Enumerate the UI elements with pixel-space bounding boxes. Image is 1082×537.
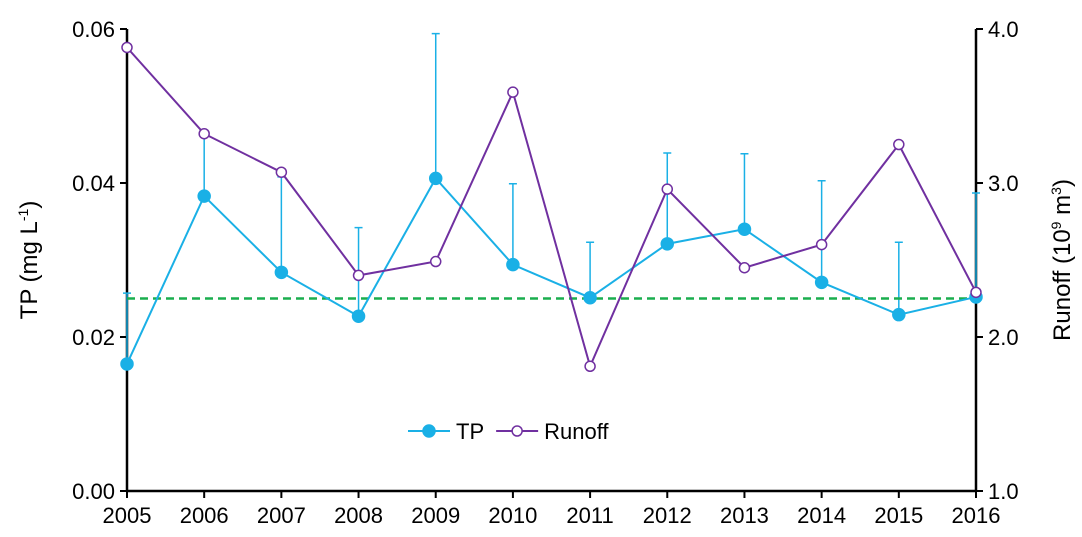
y2-label-text: m — [1049, 195, 1076, 222]
y2-tick-label: 3.0 — [988, 171, 1019, 196]
point — [275, 166, 288, 178]
y-label-text: TP (mg L — [16, 221, 43, 319]
x-tick-label: 2008 — [334, 503, 383, 528]
x-tick-label: 2013 — [720, 503, 769, 528]
point — [428, 171, 443, 186]
point — [352, 269, 365, 282]
point — [584, 360, 596, 373]
error-bar — [277, 176, 286, 273]
point — [661, 183, 674, 195]
y-label-sup: -1 — [15, 208, 31, 221]
legend-marker — [422, 424, 436, 438]
series-line — [126, 46, 977, 370]
error-bar — [894, 241, 903, 315]
y-label-text: ) — [16, 201, 43, 209]
point — [121, 41, 133, 54]
x-tick-label: 2009 — [411, 503, 460, 528]
x-tick-label: 2005 — [103, 503, 152, 528]
y2-label-text: ) — [1049, 179, 1076, 187]
y-axis-label: TP (mg L-1) — [15, 201, 43, 320]
point — [120, 357, 134, 371]
y2-axis-label: Runoff (109 m3) — [1048, 179, 1076, 341]
error-bar — [123, 292, 131, 364]
point — [893, 138, 905, 151]
x-tick-label: 2015 — [874, 503, 923, 528]
point — [815, 238, 828, 251]
x-tick-label: 2012 — [643, 503, 692, 528]
point — [507, 86, 519, 98]
error-bar — [817, 179, 826, 283]
error-bar — [972, 192, 980, 297]
point — [198, 127, 210, 140]
point — [583, 290, 597, 305]
series-line — [126, 176, 977, 365]
y2-tick-label: 1.0 — [988, 479, 1019, 504]
x-tick-label: 2010 — [488, 503, 537, 528]
legend-label: Runoff — [544, 419, 609, 444]
x-tick-label: 2007 — [257, 503, 306, 528]
point — [970, 286, 982, 299]
point — [738, 261, 751, 274]
point — [197, 189, 211, 203]
error-bar — [200, 132, 209, 197]
y2-tick-label: 4.0 — [988, 17, 1019, 42]
error-bar — [586, 241, 595, 298]
x-tick-label: 2016 — [952, 503, 1001, 528]
y2-tick-label: 2.0 — [988, 325, 1019, 350]
x-tick-label: 2014 — [797, 503, 846, 528]
y-tick-label: 0.02 — [72, 325, 115, 350]
y-tick-label: 0.00 — [72, 479, 115, 504]
y2-label-text: Runoff (10 — [1049, 229, 1076, 341]
error-bar — [663, 152, 672, 244]
point — [737, 222, 752, 236]
y-tick-label: 0.04 — [72, 171, 115, 196]
point — [351, 309, 366, 323]
y-tick-label: 0.06 — [72, 17, 115, 42]
y2-label-sup: 9 — [1048, 221, 1064, 229]
error-bar — [508, 183, 517, 265]
point — [429, 255, 442, 268]
x-tick-label: 2006 — [180, 503, 229, 528]
point — [814, 275, 829, 290]
error-bar — [740, 152, 749, 230]
legend-marker — [511, 425, 523, 437]
point — [506, 257, 520, 272]
point — [274, 265, 289, 280]
y2-label-sup: 3 — [1048, 187, 1064, 195]
legend-label: TP — [456, 419, 484, 444]
x-tick-label: 2011 — [566, 503, 613, 528]
point — [892, 307, 906, 322]
point — [660, 237, 675, 251]
error-bar — [431, 32, 440, 179]
